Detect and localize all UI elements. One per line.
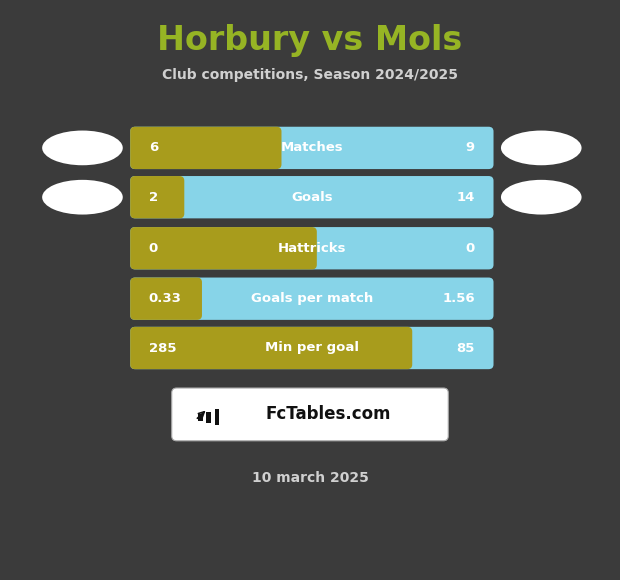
Bar — [395, 332, 407, 365]
FancyBboxPatch shape — [130, 176, 184, 218]
Text: 285: 285 — [149, 342, 176, 354]
Bar — [167, 180, 179, 213]
Bar — [198, 414, 203, 421]
Text: 9: 9 — [466, 142, 475, 154]
Text: Club competitions, Season 2024/2025: Club competitions, Season 2024/2025 — [162, 68, 458, 82]
FancyBboxPatch shape — [130, 327, 412, 369]
Bar — [299, 231, 312, 264]
Ellipse shape — [501, 130, 582, 165]
Text: 10 march 2025: 10 march 2025 — [252, 472, 368, 485]
FancyBboxPatch shape — [130, 126, 494, 169]
FancyBboxPatch shape — [130, 278, 202, 320]
Ellipse shape — [501, 180, 582, 215]
FancyBboxPatch shape — [130, 227, 317, 269]
FancyBboxPatch shape — [130, 278, 494, 320]
Text: 0.33: 0.33 — [149, 292, 182, 305]
Bar — [264, 132, 277, 165]
Text: 14: 14 — [456, 191, 475, 204]
Text: Horbury vs Mols: Horbury vs Mols — [157, 24, 463, 57]
Ellipse shape — [42, 180, 123, 215]
Text: Hattricks: Hattricks — [278, 242, 346, 255]
Text: FcTables.com: FcTables.com — [266, 405, 391, 423]
Text: 1.56: 1.56 — [442, 292, 475, 305]
Text: 0: 0 — [466, 242, 475, 255]
Text: Matches: Matches — [280, 142, 343, 154]
Text: 2: 2 — [149, 191, 158, 204]
Text: 6: 6 — [149, 142, 158, 154]
FancyBboxPatch shape — [130, 126, 281, 169]
Text: 0: 0 — [149, 242, 158, 255]
Text: 85: 85 — [456, 342, 475, 354]
FancyBboxPatch shape — [130, 176, 494, 218]
Ellipse shape — [42, 130, 123, 165]
FancyBboxPatch shape — [172, 388, 448, 441]
Text: Min per goal: Min per goal — [265, 342, 359, 354]
Bar — [206, 412, 211, 423]
Text: Goals: Goals — [291, 191, 333, 204]
Text: Goals per match: Goals per match — [250, 292, 373, 305]
Bar — [185, 282, 197, 316]
Bar — [215, 409, 219, 426]
FancyBboxPatch shape — [130, 327, 494, 369]
FancyBboxPatch shape — [130, 227, 494, 269]
